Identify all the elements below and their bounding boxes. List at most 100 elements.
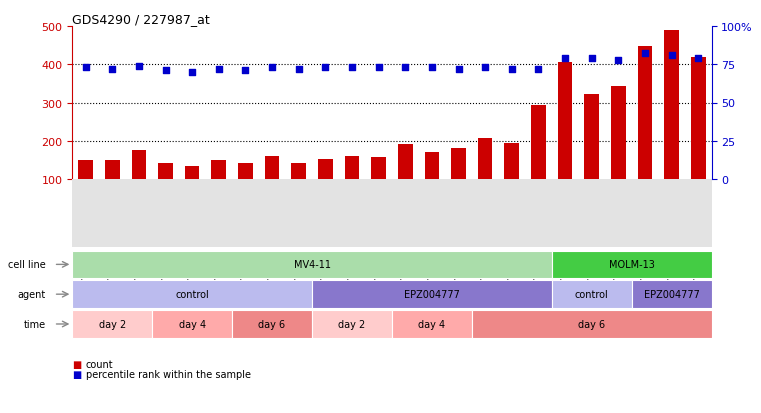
- Bar: [312, 281, 552, 308]
- Bar: [505, 144, 519, 218]
- Text: control: control: [175, 290, 209, 299]
- Bar: [72, 281, 312, 308]
- Bar: [445, 180, 472, 248]
- Point: [107, 66, 119, 73]
- Point: [320, 65, 332, 71]
- Point: [186, 69, 199, 76]
- Bar: [525, 180, 552, 248]
- Point: [506, 66, 518, 73]
- Point: [240, 68, 252, 74]
- Bar: [205, 180, 232, 248]
- Text: control: control: [575, 290, 609, 299]
- Bar: [558, 63, 572, 218]
- Text: day 6: day 6: [578, 319, 605, 329]
- Bar: [392, 311, 472, 338]
- Bar: [212, 161, 226, 218]
- Text: ■: ■: [72, 369, 81, 379]
- Bar: [392, 180, 419, 248]
- Point: [80, 65, 92, 71]
- Point: [346, 65, 358, 71]
- Point: [533, 66, 545, 73]
- Point: [479, 65, 492, 71]
- Bar: [265, 157, 279, 218]
- Bar: [658, 180, 685, 248]
- Point: [266, 65, 279, 71]
- Text: EPZ004777: EPZ004777: [644, 290, 699, 299]
- Text: day 6: day 6: [259, 319, 285, 329]
- Bar: [232, 180, 259, 248]
- Bar: [472, 311, 712, 338]
- Bar: [72, 180, 99, 248]
- Bar: [179, 180, 205, 248]
- Point: [612, 57, 624, 64]
- Bar: [152, 311, 232, 338]
- Point: [160, 68, 172, 74]
- Text: day 2: day 2: [339, 319, 365, 329]
- Text: time: time: [24, 319, 46, 329]
- Point: [400, 65, 412, 71]
- Bar: [259, 180, 285, 248]
- Bar: [425, 152, 439, 218]
- Bar: [345, 157, 359, 218]
- Bar: [312, 180, 339, 248]
- Point: [559, 56, 571, 62]
- Bar: [78, 161, 93, 218]
- Bar: [605, 180, 632, 248]
- Bar: [291, 163, 306, 218]
- Bar: [72, 311, 152, 338]
- Point: [373, 65, 385, 71]
- Bar: [531, 106, 546, 218]
- Text: agent: agent: [18, 290, 46, 299]
- Bar: [398, 145, 412, 218]
- Bar: [578, 180, 605, 248]
- Text: percentile rank within the sample: percentile rank within the sample: [86, 369, 251, 379]
- Point: [293, 66, 305, 73]
- Bar: [72, 251, 552, 278]
- Point: [693, 56, 705, 62]
- Bar: [552, 180, 578, 248]
- Bar: [419, 180, 445, 248]
- Bar: [126, 180, 152, 248]
- Text: MV4-11: MV4-11: [294, 260, 330, 270]
- Bar: [685, 180, 712, 248]
- Bar: [691, 57, 705, 218]
- Bar: [552, 281, 632, 308]
- Bar: [365, 180, 392, 248]
- Bar: [472, 180, 498, 248]
- Text: GDS4290 / 227987_at: GDS4290 / 227987_at: [72, 13, 210, 26]
- Bar: [132, 151, 146, 218]
- Bar: [312, 311, 392, 338]
- Bar: [152, 180, 179, 248]
- Bar: [498, 180, 525, 248]
- Bar: [232, 311, 312, 338]
- Bar: [158, 163, 173, 218]
- Point: [639, 51, 651, 58]
- Bar: [371, 157, 386, 218]
- Text: cell line: cell line: [8, 260, 46, 270]
- Bar: [611, 87, 626, 218]
- Point: [453, 66, 465, 73]
- Point: [133, 63, 145, 70]
- Bar: [238, 163, 253, 218]
- Text: day 4: day 4: [179, 319, 205, 329]
- Bar: [632, 281, 712, 308]
- Bar: [185, 166, 199, 218]
- Text: count: count: [86, 359, 113, 369]
- Bar: [584, 95, 599, 218]
- Bar: [451, 149, 466, 218]
- Point: [586, 56, 598, 62]
- Point: [666, 52, 678, 59]
- Text: EPZ004777: EPZ004777: [404, 290, 460, 299]
- Point: [213, 66, 225, 73]
- Bar: [632, 180, 658, 248]
- Text: day 4: day 4: [419, 319, 445, 329]
- Text: MOLM-13: MOLM-13: [609, 260, 654, 270]
- Bar: [105, 161, 119, 218]
- Bar: [318, 159, 333, 218]
- Bar: [478, 139, 492, 218]
- Point: [426, 65, 438, 71]
- Bar: [339, 180, 365, 248]
- Bar: [552, 251, 712, 278]
- Text: ■: ■: [72, 359, 81, 369]
- Bar: [285, 180, 312, 248]
